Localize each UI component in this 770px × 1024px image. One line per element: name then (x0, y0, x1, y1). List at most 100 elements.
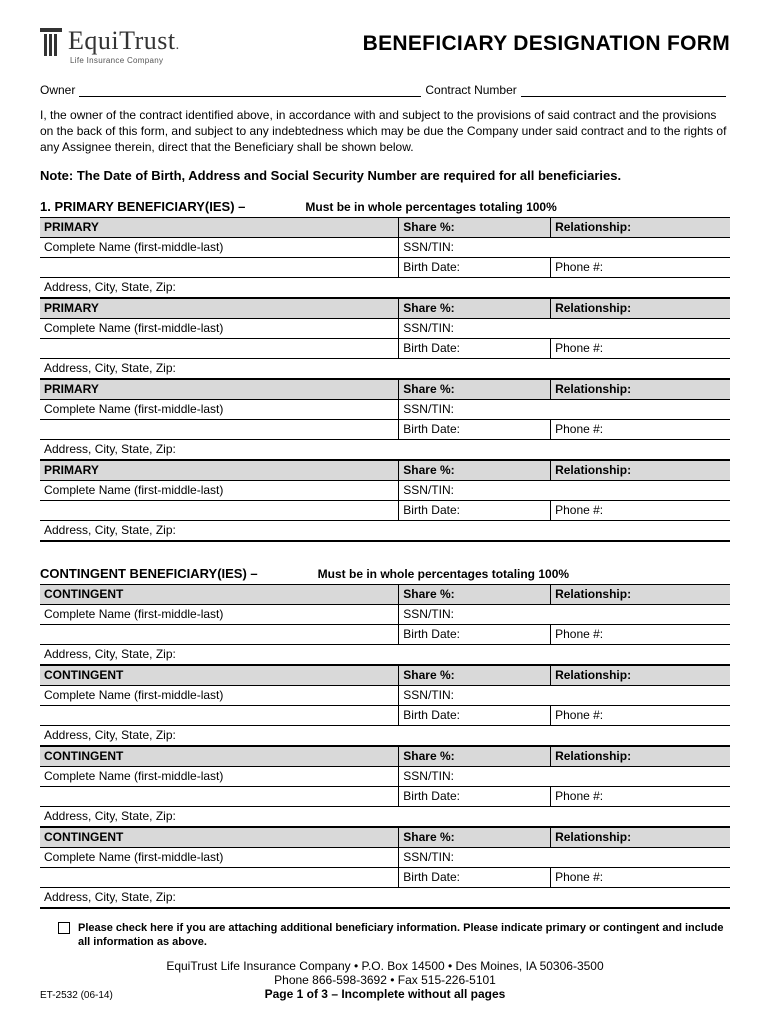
relationship-label[interactable]: Relationship: (551, 217, 730, 237)
form-title: BENEFICIARY DESIGNATION FORM (363, 28, 730, 56)
birth-label[interactable]: Birth Date: (399, 867, 551, 887)
relationship-label[interactable]: Relationship: (551, 746, 730, 767)
relationship-label[interactable]: Relationship: (551, 379, 730, 400)
owner-contract-row: Owner Contract Number (40, 83, 730, 97)
phone-label[interactable]: Phone #: (551, 419, 730, 439)
primary-table: PRIMARYShare %:Relationship: Complete Na… (40, 217, 730, 542)
share-label[interactable]: Share %: (399, 379, 551, 400)
birth-label[interactable]: Birth Date: (399, 786, 551, 806)
contingent-label: CONTINGENT (40, 584, 399, 604)
address-label[interactable]: Address, City, State, Zip: (40, 725, 730, 746)
owner-input-line[interactable] (79, 83, 421, 97)
share-label[interactable]: Share %: (399, 584, 551, 604)
address-label[interactable]: Address, City, State, Zip: (40, 520, 730, 541)
ssn-label[interactable]: SSN/TIN: (399, 604, 730, 624)
logo-name: EquiTrust. (68, 28, 180, 54)
ssn-label[interactable]: SSN/TIN: (399, 318, 730, 338)
primary-label: PRIMARY (40, 460, 399, 481)
contingent-label: CONTINGENT (40, 746, 399, 767)
address-label[interactable]: Address, City, State, Zip: (40, 806, 730, 827)
form-code: ET-2532 (06-14) (40, 990, 140, 1001)
address-label[interactable]: Address, City, State, Zip: (40, 358, 730, 379)
phone-label[interactable]: Phone #: (551, 338, 730, 358)
name-label[interactable]: Complete Name (first-middle-last) (40, 847, 399, 867)
relationship-label[interactable]: Relationship: (551, 460, 730, 481)
additional-info-text: Please check here if you are attaching a… (78, 921, 730, 950)
name-label[interactable]: Complete Name (first-middle-last) (40, 399, 399, 419)
logo-mark-icon (40, 28, 62, 58)
ssn-label[interactable]: SSN/TIN: (399, 685, 730, 705)
name-blank[interactable] (40, 338, 399, 358)
share-label[interactable]: Share %: (399, 460, 551, 481)
additional-info-checkbox[interactable] (58, 922, 70, 934)
name-blank[interactable] (40, 786, 399, 806)
name-blank[interactable] (40, 257, 399, 277)
name-label[interactable]: Complete Name (first-middle-last) (40, 685, 399, 705)
primary-section-head: 1. PRIMARY BENEFICIARY(IES) – Must be in… (40, 199, 730, 214)
primary-label: PRIMARY (40, 298, 399, 319)
primary-title: 1. PRIMARY BENEFICIARY(IES) – (40, 199, 245, 214)
contingent-subhead: Must be in whole percentages totaling 10… (318, 567, 569, 581)
share-label[interactable]: Share %: (399, 217, 551, 237)
name-blank[interactable] (40, 867, 399, 887)
intro-paragraph: I, the owner of the contract identified … (40, 107, 730, 156)
relationship-label[interactable]: Relationship: (551, 827, 730, 848)
primary-label: PRIMARY (40, 217, 399, 237)
name-label[interactable]: Complete Name (first-middle-last) (40, 604, 399, 624)
birth-label[interactable]: Birth Date: (399, 419, 551, 439)
primary-label: PRIMARY (40, 379, 399, 400)
phone-label[interactable]: Phone #: (551, 705, 730, 725)
ssn-label[interactable]: SSN/TIN: (399, 847, 730, 867)
birth-label[interactable]: Birth Date: (399, 257, 551, 277)
footer-phone: Phone 866-598-3692 • Fax 515-226-5101 (140, 973, 630, 987)
relationship-label[interactable]: Relationship: (551, 298, 730, 319)
name-blank[interactable] (40, 419, 399, 439)
owner-label: Owner (40, 83, 75, 97)
contract-input-line[interactable] (521, 83, 726, 97)
ssn-label[interactable]: SSN/TIN: (399, 237, 730, 257)
contingent-table: CONTINGENTShare %:Relationship: Complete… (40, 584, 730, 909)
ssn-label[interactable]: SSN/TIN: (399, 399, 730, 419)
share-label[interactable]: Share %: (399, 298, 551, 319)
name-blank[interactable] (40, 500, 399, 520)
note-text: Note: The Date of Birth, Address and Soc… (40, 168, 730, 183)
birth-label[interactable]: Birth Date: (399, 705, 551, 725)
share-label[interactable]: Share %: (399, 746, 551, 767)
logo: EquiTrust. Life Insurance Company (40, 28, 180, 65)
birth-label[interactable]: Birth Date: (399, 624, 551, 644)
primary-subhead: Must be in whole percentages totaling 10… (305, 200, 556, 214)
name-blank[interactable] (40, 705, 399, 725)
address-label[interactable]: Address, City, State, Zip: (40, 644, 730, 665)
phone-label[interactable]: Phone #: (551, 624, 730, 644)
address-label[interactable]: Address, City, State, Zip: (40, 887, 730, 908)
contingent-label: CONTINGENT (40, 827, 399, 848)
contract-label: Contract Number (425, 83, 516, 97)
footer-company: EquiTrust Life Insurance Company • P.O. … (140, 959, 630, 973)
phone-label[interactable]: Phone #: (551, 867, 730, 887)
address-label[interactable]: Address, City, State, Zip: (40, 277, 730, 298)
form-header: EquiTrust. Life Insurance Company BENEFI… (40, 28, 730, 65)
name-label[interactable]: Complete Name (first-middle-last) (40, 480, 399, 500)
footer: ET-2532 (06-14) EquiTrust Life Insurance… (40, 959, 730, 1001)
name-label[interactable]: Complete Name (first-middle-last) (40, 766, 399, 786)
relationship-label[interactable]: Relationship: (551, 584, 730, 604)
ssn-label[interactable]: SSN/TIN: (399, 480, 730, 500)
name-label[interactable]: Complete Name (first-middle-last) (40, 318, 399, 338)
footer-page: Page 1 of 3 – Incomplete without all pag… (140, 987, 630, 1001)
address-label[interactable]: Address, City, State, Zip: (40, 439, 730, 460)
contingent-section-head: CONTINGENT BENEFICIARY(IES) – Must be in… (40, 566, 730, 581)
share-label[interactable]: Share %: (399, 665, 551, 686)
phone-label[interactable]: Phone #: (551, 786, 730, 806)
logo-tagline: Life Insurance Company (70, 57, 180, 65)
birth-label[interactable]: Birth Date: (399, 500, 551, 520)
name-label[interactable]: Complete Name (first-middle-last) (40, 237, 399, 257)
birth-label[interactable]: Birth Date: (399, 338, 551, 358)
share-label[interactable]: Share %: (399, 827, 551, 848)
ssn-label[interactable]: SSN/TIN: (399, 766, 730, 786)
phone-label[interactable]: Phone #: (551, 257, 730, 277)
relationship-label[interactable]: Relationship: (551, 665, 730, 686)
contingent-title: CONTINGENT BENEFICIARY(IES) – (40, 566, 258, 581)
contingent-label: CONTINGENT (40, 665, 399, 686)
phone-label[interactable]: Phone #: (551, 500, 730, 520)
name-blank[interactable] (40, 624, 399, 644)
